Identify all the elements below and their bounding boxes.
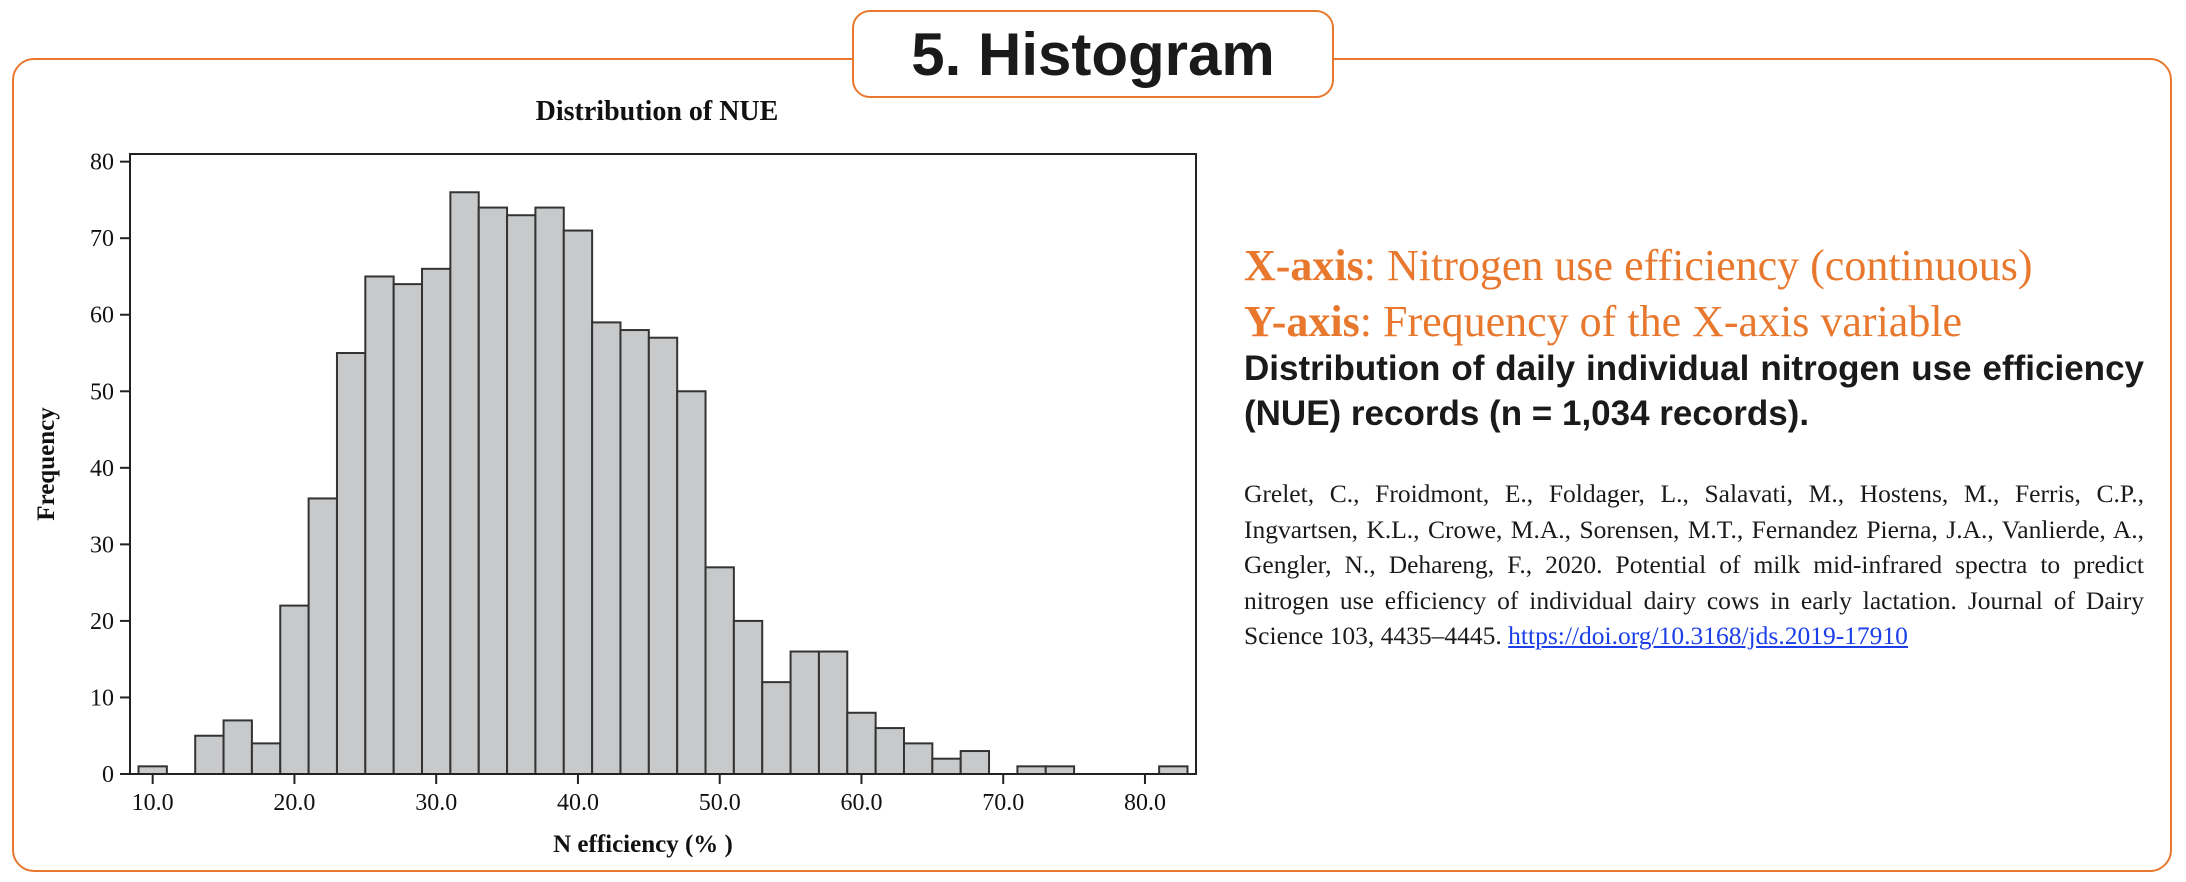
x-tick-label: 70.0 bbox=[982, 790, 1024, 816]
histogram-bar bbox=[534, 206, 565, 775]
histogram-bar bbox=[647, 336, 679, 775]
x-tick-label: 40.0 bbox=[557, 790, 599, 816]
y-tick-label: 20 bbox=[90, 609, 114, 635]
histogram-bar bbox=[222, 719, 253, 775]
x-axis-description: : Nitrogen use efficiency (continuous) bbox=[1363, 241, 2033, 290]
histogram-chart: 0 10 20 30 40 50 60 70 80 10.0 20.0 30.0 40.0 50.0 60… bbox=[33, 96, 1197, 858]
y-tick-label: 70 bbox=[90, 226, 114, 252]
histogram-bar bbox=[562, 229, 594, 775]
histogram-bar bbox=[817, 650, 849, 776]
y-tick-label: 40 bbox=[90, 456, 114, 482]
histogram-bar bbox=[449, 191, 480, 775]
page-title: 5. Histogram bbox=[852, 10, 1334, 98]
x-tick-label: 30.0 bbox=[415, 790, 457, 816]
y-tick-label: 0 bbox=[102, 762, 114, 788]
x-axis-ticks: 10.0 20.0 30.0 40.0 50.0 60.0 70.0 80.0 bbox=[132, 774, 1166, 816]
x-tick-label: 60.0 bbox=[840, 790, 882, 816]
reference-citation: Grelet, C., Froidmont, E., Foldager, L.,… bbox=[1244, 476, 2144, 654]
histogram-bar bbox=[421, 267, 452, 775]
x-tick-label: 10.0 bbox=[132, 790, 174, 816]
chart-title: Distribution of NUE bbox=[536, 96, 779, 127]
reference-text: Grelet, C., Froidmont, E., Foldager, L.,… bbox=[1244, 479, 2144, 650]
histogram-bar bbox=[704, 566, 735, 776]
histogram-bar bbox=[194, 734, 225, 775]
histogram-bar bbox=[335, 352, 367, 775]
y-tick-label: 10 bbox=[90, 685, 114, 711]
x-axis-explanation: X-axis: Nitrogen use efficiency (continu… bbox=[1244, 238, 2144, 294]
histogram-bar bbox=[1044, 765, 1076, 776]
x-tick-label: 80.0 bbox=[1124, 790, 1166, 816]
histogram-bar bbox=[761, 681, 792, 775]
x-axis-term: X-axis bbox=[1244, 241, 1364, 290]
histogram-bar bbox=[591, 321, 622, 776]
histogram-bar bbox=[959, 750, 991, 776]
y-axis-ticks: 0 10 20 30 40 50 60 70 80 bbox=[90, 150, 130, 788]
histogram-bar bbox=[477, 206, 509, 775]
plot-area-frame bbox=[129, 153, 1197, 775]
histogram-bar bbox=[506, 214, 537, 776]
histogram-bar bbox=[846, 711, 877, 776]
histogram-bar bbox=[364, 275, 395, 775]
x-tick-label: 20.0 bbox=[273, 790, 315, 816]
y-axis-label: Frequency bbox=[33, 407, 60, 521]
histogram-bar bbox=[676, 390, 707, 775]
axis-explanations: X-axis: Nitrogen use efficiency (continu… bbox=[1244, 238, 2144, 350]
y-tick-label: 80 bbox=[90, 150, 114, 176]
y-tick-label: 50 bbox=[90, 379, 114, 405]
histogram-bar bbox=[307, 497, 338, 775]
histogram-bar bbox=[1158, 765, 1189, 776]
histogram-bar bbox=[1016, 765, 1047, 776]
histogram-bar bbox=[619, 329, 650, 775]
histogram-bar bbox=[137, 765, 168, 776]
histogram-bar bbox=[279, 604, 310, 775]
y-axis-explanation: Y-axis: Frequency of the X-axis variable bbox=[1244, 294, 2144, 350]
doi-link[interactable]: https://doi.org/10.3168/jds.2019-17910 bbox=[1508, 621, 1908, 650]
histogram-bar bbox=[931, 757, 962, 775]
y-axis-term: Y-axis bbox=[1244, 297, 1360, 346]
histogram-bar bbox=[874, 727, 905, 776]
y-tick-label: 30 bbox=[90, 532, 114, 558]
x-axis-label: N efficiency (% ) bbox=[553, 831, 733, 858]
histogram-bar bbox=[250, 742, 282, 775]
y-axis-description: : Frequency of the X-axis variable bbox=[1359, 297, 1963, 346]
histogram-bar bbox=[732, 619, 764, 775]
figure-caption: Distribution of daily individual nitroge… bbox=[1244, 349, 2144, 433]
y-tick-label: 60 bbox=[90, 303, 114, 329]
histogram-bar bbox=[392, 283, 424, 776]
histogram-bars bbox=[137, 191, 1189, 776]
histogram-bar bbox=[902, 742, 934, 775]
x-tick-label: 50.0 bbox=[699, 790, 741, 816]
histogram-bar bbox=[789, 650, 820, 776]
